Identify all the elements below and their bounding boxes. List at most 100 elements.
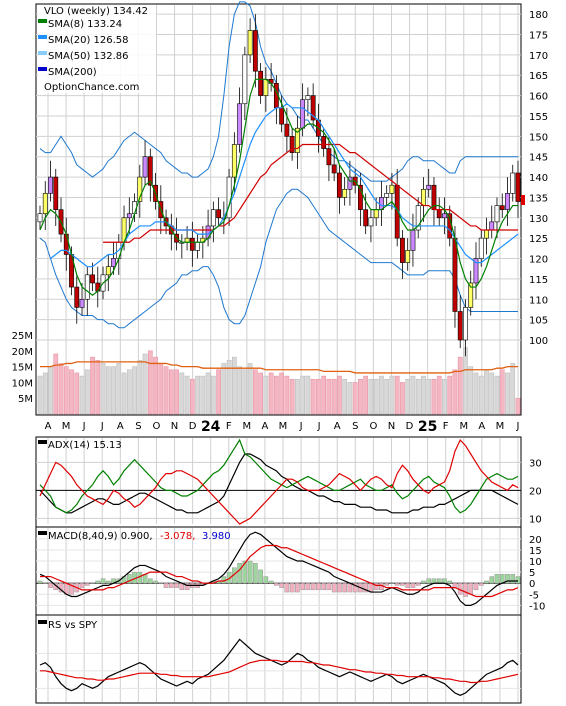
volume-bar xyxy=(421,375,426,415)
candle-body xyxy=(79,298,85,308)
candle-body xyxy=(289,136,295,153)
volume-bar xyxy=(163,366,169,415)
indicator-lines xyxy=(37,78,521,696)
macd-histogram-bar xyxy=(499,574,505,584)
candle-body xyxy=(126,213,132,219)
bollinger-upper-line xyxy=(39,1,518,182)
volume-bar xyxy=(326,378,332,415)
rs-series-line xyxy=(40,659,519,684)
volume-tick-label: 10M xyxy=(12,378,33,389)
macd-histogram-bar xyxy=(142,574,148,584)
candle-body xyxy=(484,229,489,239)
macd-tick-label: 20 xyxy=(529,535,542,546)
volume-bar xyxy=(442,378,447,415)
candle-body xyxy=(310,95,316,121)
price-tick-label: 165 xyxy=(529,71,548,82)
volume-bar xyxy=(111,366,116,415)
macd-histogram-bar xyxy=(247,560,253,584)
macd-histogram-bar xyxy=(305,582,311,591)
price-title: VLO (weekly) 134.42 xyxy=(44,6,148,17)
adx-tick-label: 10 xyxy=(529,514,542,525)
volume-bar xyxy=(279,372,284,415)
candle-body xyxy=(189,237,195,251)
volume-bar xyxy=(179,372,185,415)
macd-series-line xyxy=(39,531,518,606)
volume-bar xyxy=(200,375,206,415)
candle-body xyxy=(294,127,300,153)
volume-bar xyxy=(373,378,379,415)
candle-body xyxy=(142,156,148,178)
macd-histogram-bar xyxy=(300,582,305,591)
x-tick-label: 24 xyxy=(201,419,221,435)
price-tick-label: 155 xyxy=(529,112,548,123)
macd-series-line xyxy=(40,544,519,598)
x-tick-label: M xyxy=(243,421,252,432)
volume-bar xyxy=(342,378,348,415)
adx-tick-label: 30 xyxy=(529,458,542,469)
macd-histogram-bar xyxy=(184,582,190,591)
candle-body xyxy=(42,193,48,215)
macd-histogram-bar xyxy=(405,582,410,588)
volume-bar xyxy=(274,375,279,415)
rs-swatch xyxy=(38,620,47,624)
x-tick-label: F xyxy=(226,421,232,432)
price-tick-label: 130 xyxy=(529,214,548,225)
x-tick-label: J xyxy=(82,421,86,432)
volume-bar xyxy=(147,350,153,415)
candle-body xyxy=(452,237,458,312)
volume-bar xyxy=(158,363,164,415)
candle-body xyxy=(505,193,510,210)
candle-body xyxy=(237,103,243,145)
legend-swatch-sma8 xyxy=(38,19,47,23)
x-tick-label: J xyxy=(317,421,321,432)
volume-bar xyxy=(368,378,374,415)
x-tick-label: F xyxy=(443,421,449,432)
macd-histogram-bar xyxy=(316,582,321,591)
x-tick-label: M xyxy=(496,421,505,432)
volume-bar xyxy=(457,356,463,415)
candle-body xyxy=(400,237,405,263)
macd-tick-label: 0 xyxy=(529,579,535,590)
volume-bar xyxy=(305,375,311,415)
macd-tick-label: 15 xyxy=(529,546,542,557)
candle-body xyxy=(252,30,258,72)
volume-bar xyxy=(184,375,190,415)
macd-histogram-bar xyxy=(331,582,337,593)
macd-histogram-bar xyxy=(426,578,432,584)
candle-body xyxy=(90,274,95,284)
macd-tick-label: -10 xyxy=(529,601,545,612)
volume-bar xyxy=(331,378,337,415)
macd-histogram-bar xyxy=(337,582,342,593)
candle-body xyxy=(347,176,353,190)
volume-bar xyxy=(505,372,510,415)
volume-bar xyxy=(205,372,211,415)
volume-bar xyxy=(258,372,263,415)
legend-swatch-sma50 xyxy=(38,51,47,55)
volume-bar xyxy=(195,375,200,415)
x-tick-label: A xyxy=(45,421,52,432)
macd-histogram-bar xyxy=(463,582,468,597)
macd-histogram-bar xyxy=(310,582,316,591)
macd-histogram-bar xyxy=(258,569,263,584)
volume-bar xyxy=(316,378,321,415)
x-tick-label: N xyxy=(171,421,178,432)
candle-body xyxy=(37,213,43,223)
candle-body xyxy=(184,237,190,243)
axis-labels: A M J J A S O N D 24 F M A M J J A S O N D 25 F M A M J10010511011… xyxy=(12,10,548,612)
price-tick-label: 170 xyxy=(529,51,548,62)
volume-bar xyxy=(174,369,179,415)
macd-histogram-bar xyxy=(347,582,353,593)
macd-histogram-bar xyxy=(478,582,484,586)
legend-swatch-sma20 xyxy=(38,35,47,39)
legend-box xyxy=(38,5,156,93)
x-tick-label: M xyxy=(279,421,288,432)
volume-bar xyxy=(253,369,258,415)
volume-bar xyxy=(221,363,227,415)
candle-body xyxy=(494,205,500,223)
volume-tick-label: 20M xyxy=(12,347,33,358)
candle-body xyxy=(74,286,80,308)
price-tick-label: 120 xyxy=(529,255,548,266)
macd-histogram-bar xyxy=(169,582,174,588)
candle-body xyxy=(326,148,332,166)
price-tick-label: 115 xyxy=(529,275,548,286)
